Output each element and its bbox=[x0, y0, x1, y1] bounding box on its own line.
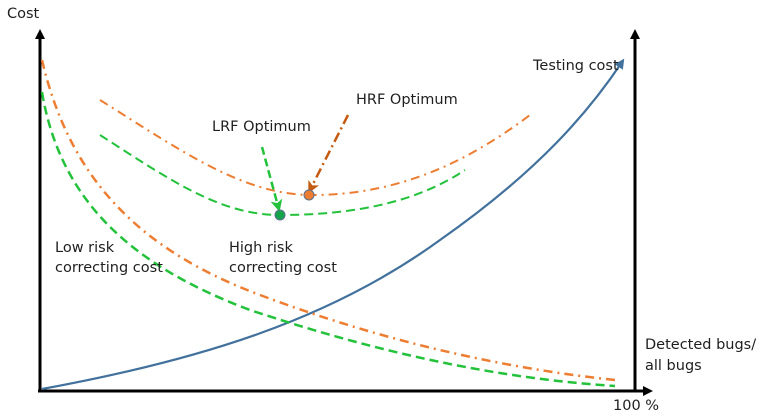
high-risk-label-line1: High risk bbox=[229, 240, 293, 256]
low-risk-correcting-cost-curve bbox=[40, 91, 616, 388]
testing-cost-label: Testing cost bbox=[533, 58, 619, 74]
low-risk-total-cost-curve bbox=[99, 134, 466, 217]
y-axis-label: Cost bbox=[7, 6, 40, 22]
testing-cost-curve bbox=[41, 58, 625, 391]
low-risk-label-line2: correcting cost bbox=[55, 260, 163, 276]
high-risk-label-line2: correcting cost bbox=[229, 260, 337, 276]
hrf-optimum-point bbox=[303, 189, 315, 201]
lrf-optimum-point bbox=[274, 209, 286, 221]
x-axis-label-line2: all bugs bbox=[645, 358, 702, 374]
hrf-optimum-label: HRF Optimum bbox=[356, 92, 458, 108]
lrf-optimum-label: LRF Optimum bbox=[212, 119, 311, 135]
x-axis-max-label: 100 % bbox=[613, 398, 660, 414]
high-risk-correcting-cost-curve bbox=[40, 59, 616, 382]
x-axis-label-line1: Detected bugs/ bbox=[645, 337, 757, 353]
high-risk-total-cost-curve bbox=[99, 99, 531, 197]
lrf-optimum-arrow bbox=[260, 146, 283, 212]
hrf-optimum-arrow bbox=[308, 114, 350, 194]
low-risk-label-line1: Low risk bbox=[55, 240, 115, 256]
